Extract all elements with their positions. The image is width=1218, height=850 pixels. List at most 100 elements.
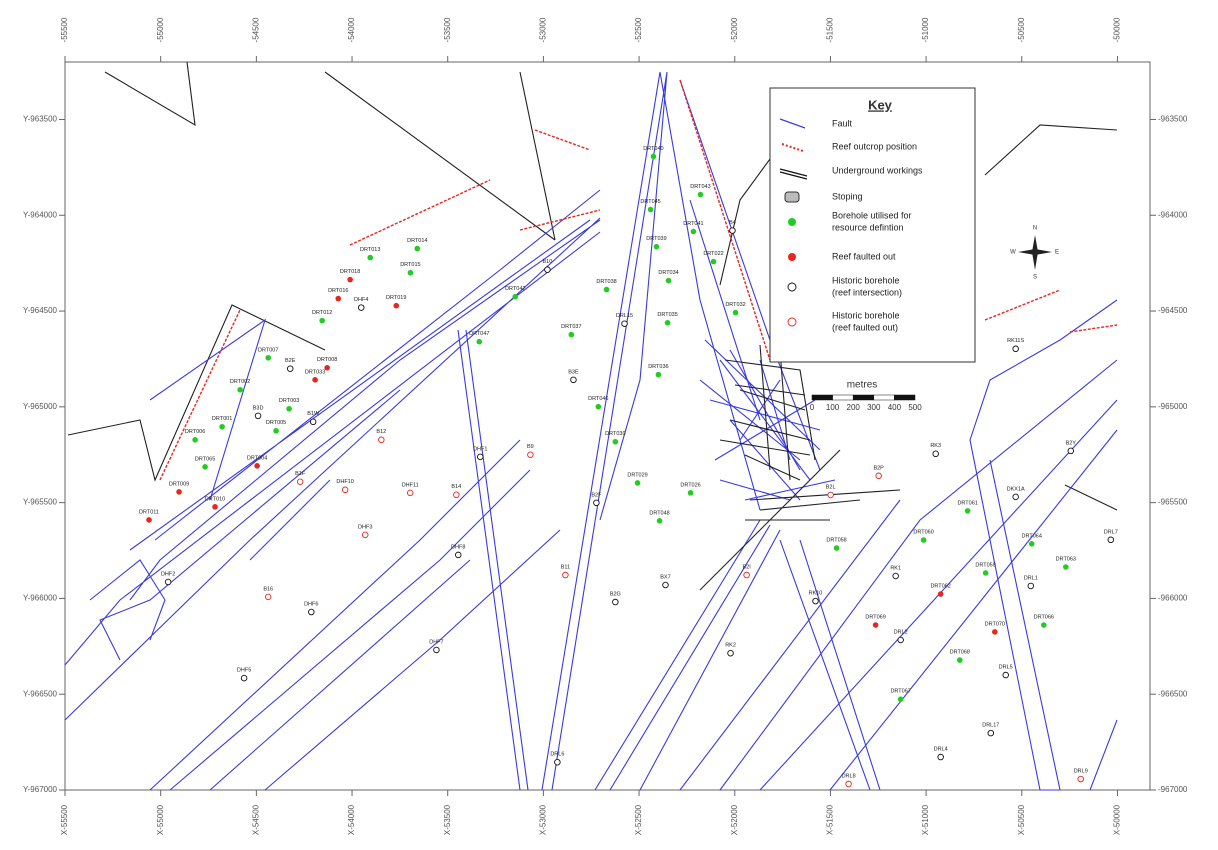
top-tick-label: -55500	[60, 17, 69, 42]
borehole	[212, 504, 218, 510]
borehole	[568, 331, 575, 338]
borehole-label: DRL6	[550, 752, 564, 758]
borehole	[476, 453, 484, 461]
borehole	[897, 636, 904, 644]
borehole-label: DHF8	[451, 544, 465, 550]
borehole-label: DRT013	[360, 247, 380, 253]
borehole	[647, 206, 654, 213]
key-label: (reef intersection)	[832, 287, 902, 297]
borehole-label: DRT040	[643, 146, 663, 152]
borehole	[1063, 564, 1069, 570]
borehole-label: DHF4	[354, 297, 368, 303]
borehole	[286, 365, 294, 372]
key-label: Stoping	[832, 191, 863, 201]
borehole-label: DRT018	[340, 269, 360, 275]
borehole	[655, 371, 662, 378]
left-tick-label: Y-963500	[23, 115, 58, 124]
borehole	[324, 364, 330, 371]
borehole-label: DRT026	[680, 482, 700, 488]
borehole	[920, 537, 927, 543]
borehole	[987, 729, 995, 737]
right-tick-label: -964500	[1158, 306, 1188, 315]
borehole	[1067, 447, 1075, 455]
borehole	[1040, 622, 1047, 628]
scale-segment	[811, 394, 833, 401]
borehole	[595, 403, 602, 410]
key-symbol	[787, 282, 797, 292]
borehole	[710, 258, 717, 265]
borehole-label: DRT030	[605, 431, 625, 437]
geology-lines	[64, 61, 1118, 791]
bottom-tick-label: X-55500	[60, 804, 69, 835]
borehole-label: RK3	[930, 443, 941, 449]
borehole	[237, 386, 243, 393]
borehole	[662, 581, 669, 589]
borehole	[593, 499, 600, 507]
right-tick-label: -963500	[1158, 115, 1188, 124]
key-symbol	[787, 317, 797, 327]
borehole-label: RK11S	[1007, 338, 1024, 344]
bottom-tick-label: X-50500	[1017, 804, 1026, 835]
borehole	[570, 376, 577, 384]
borehole-label: B4	[729, 220, 736, 226]
borehole	[341, 486, 349, 494]
borehole-label: DRL1	[1024, 575, 1038, 581]
borehole-label: DRL2	[894, 629, 908, 635]
borehole	[612, 598, 619, 606]
borehole-label: DKX1A	[1007, 486, 1025, 492]
borehole	[727, 649, 734, 657]
key-label: (reef faulted out)	[832, 322, 898, 332]
borehole-label: DRT001	[212, 416, 232, 422]
borehole-label: DRT043	[690, 184, 710, 190]
left-tick-label: Y-965000	[23, 402, 58, 411]
borehole-label: DRT009	[169, 481, 189, 487]
borehole-label: DRT002	[230, 379, 250, 385]
borehole-label: DHF11	[402, 482, 419, 488]
borehole	[1028, 541, 1035, 547]
top-tick-label: -50500	[1017, 17, 1026, 42]
borehole	[612, 438, 619, 445]
top-tick-label: -51500	[826, 17, 835, 42]
borehole-label: B2G	[610, 592, 621, 598]
borehole	[956, 657, 963, 663]
bottom-tick-label: X-51500	[826, 804, 835, 835]
scale-segment	[832, 394, 854, 401]
key-label: Borehole utilised for	[832, 210, 912, 220]
borehole	[833, 545, 840, 551]
right-tick-label: -966500	[1158, 689, 1188, 698]
top-tick-label: -50000	[1113, 17, 1122, 42]
borehole-label: DRT003	[279, 398, 299, 404]
borehole-label: DRT032	[725, 302, 745, 308]
borehole	[164, 578, 172, 586]
borehole	[309, 418, 317, 426]
bottom-tick-label: X-55000	[156, 804, 165, 835]
borehole-label: RK1	[890, 565, 901, 571]
borehole-label: DRL8	[842, 774, 856, 780]
borehole-label: DHF6	[304, 601, 318, 607]
borehole	[729, 227, 736, 234]
left-tick-label: Y-965500	[23, 498, 58, 507]
borehole-label: DHF10	[336, 479, 353, 485]
borehole	[964, 508, 971, 514]
borehole	[312, 377, 318, 383]
borehole	[827, 491, 834, 499]
bottom-tick-label: X-54500	[251, 804, 260, 835]
right-tick-label: -964000	[1158, 210, 1188, 219]
borehole-label: DRT058	[826, 537, 846, 543]
left-tick-label: Y-966000	[23, 594, 58, 603]
map-key: Key Fault Reef outcrop position Undergroun…	[769, 87, 976, 363]
borehole	[690, 228, 697, 235]
bottom-tick-label: X-50000	[1113, 804, 1122, 835]
key-symbol	[779, 118, 806, 129]
borehole-label: DRT038	[596, 279, 616, 285]
borehole-label: B12	[376, 429, 386, 435]
borehole	[433, 646, 440, 654]
borehole	[1012, 493, 1019, 501]
borehole-label: B2E	[285, 358, 296, 364]
scale-bar: metres 0 100 200 300 400 500	[810, 380, 922, 412]
borehole-label: DRL4	[934, 747, 948, 753]
scale-label: 300	[867, 403, 881, 412]
borehole	[932, 450, 939, 458]
borehole	[892, 572, 899, 580]
top-tick-label: -52000	[730, 17, 739, 42]
